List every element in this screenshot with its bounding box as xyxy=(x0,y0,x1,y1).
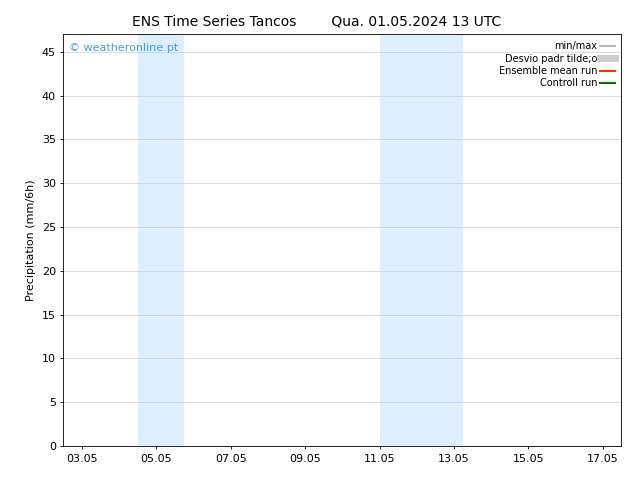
Text: © weatheronline.pt: © weatheronline.pt xyxy=(69,43,178,52)
Bar xyxy=(138,34,184,446)
Legend: min/max, Desvio padr tilde;o, Ensemble mean run, Controll run: min/max, Desvio padr tilde;o, Ensemble m… xyxy=(496,39,616,90)
Y-axis label: Precipitation (mm/6h): Precipitation (mm/6h) xyxy=(26,179,36,301)
Text: ENS Time Series Tancos        Qua. 01.05.2024 13 UTC: ENS Time Series Tancos Qua. 01.05.2024 1… xyxy=(133,15,501,29)
Bar xyxy=(380,34,463,446)
